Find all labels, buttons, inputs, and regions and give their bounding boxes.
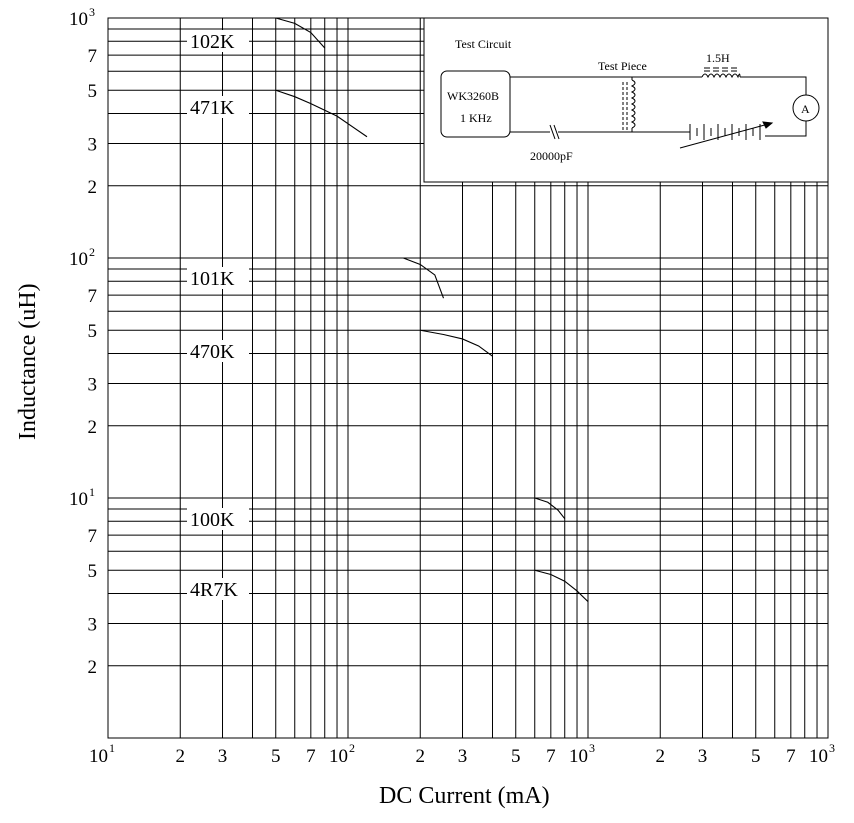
y-tick-exponent: 1 — [89, 485, 95, 499]
ammeter-label: A — [801, 102, 810, 116]
y-tick-label: 5 — [88, 561, 98, 582]
curve-label-background — [187, 340, 249, 362]
x-tick-label: 7 — [306, 746, 316, 767]
curve-layer — [275, 17, 589, 603]
curve-label-background — [187, 508, 249, 530]
y-tick-label: 7 — [88, 526, 98, 547]
x-tick-label: 10 — [809, 746, 828, 767]
test-piece-label: Test Piece — [598, 59, 647, 73]
meter-frequency: 1 KHz — [460, 111, 492, 125]
y-tick-label: 5 — [88, 81, 98, 102]
variable-source-icon — [679, 121, 774, 149]
x-tick-label: 2 — [175, 746, 185, 767]
curve-470k — [420, 329, 493, 357]
capacitor-label: 20000pF — [530, 149, 573, 163]
curve-label-background — [187, 267, 249, 289]
curve-label-470k: 470K — [190, 341, 235, 363]
curve-label-background — [187, 96, 249, 118]
inset-title: Test Circuit — [455, 37, 512, 51]
test-circuit-inset: Test Circuit WK3260B 1 KHz 20000pF Test … — [423, 17, 829, 183]
meter-label: WK3260B — [447, 89, 499, 103]
y-tick-label: 10 — [69, 249, 88, 270]
curve-102k — [275, 17, 326, 49]
curve-100k — [534, 497, 566, 520]
y-tick-exponent: 2 — [89, 245, 95, 259]
ammeter-icon — [792, 94, 820, 122]
curve-label-101k: 101K — [190, 268, 235, 290]
curve-label-100k: 100K — [190, 509, 235, 531]
y-tick-label: 3 — [88, 614, 98, 635]
x-tick-label: 10 — [89, 746, 108, 767]
x-tick-label: 10 — [569, 746, 588, 767]
x-tick-exponent: 1 — [109, 741, 115, 755]
y-tick-label: 10 — [69, 489, 88, 510]
test-piece-icon — [622, 77, 636, 132]
y-tick-label: 10 — [69, 9, 88, 30]
curve-label-102k: 102K — [190, 31, 235, 53]
x-tick-label: 3 — [218, 746, 228, 767]
x-tick-label: 7 — [786, 746, 796, 767]
x-tick-label: 5 — [751, 746, 761, 767]
curve-4r7k — [534, 569, 589, 603]
y-tick-label: 7 — [88, 286, 98, 307]
inductor-icon — [701, 67, 741, 79]
y-tick-label: 2 — [88, 417, 98, 438]
curve-label-471k: 471K — [190, 97, 235, 119]
circuit-wires — [510, 76, 807, 137]
x-tick-exponent: 2 — [349, 741, 355, 755]
x-tick-label: 2 — [415, 746, 425, 767]
y-tick-exponent: 3 — [89, 5, 95, 19]
x-tick-label: 10 — [329, 746, 348, 767]
y-tick-label: 3 — [88, 374, 98, 395]
x-tick-label: 2 — [655, 746, 665, 767]
x-tick-exponent: 3 — [829, 741, 835, 755]
x-tick-label: 5 — [271, 746, 281, 767]
x-axis-label: DC Current (mA) — [379, 783, 550, 809]
y-tick-label: 5 — [88, 321, 98, 342]
y-tick-label: 7 — [88, 46, 98, 67]
y-axis-label: Inductance (uH) — [15, 283, 41, 440]
inductor-label: 1.5H — [706, 51, 730, 65]
x-tick-label: 7 — [546, 746, 556, 767]
curve-label-background — [187, 30, 249, 52]
capacitor-icon — [549, 124, 560, 140]
y-tick-label: 2 — [88, 657, 98, 678]
x-tick-label: 3 — [698, 746, 708, 767]
x-tick-label: 5 — [511, 746, 521, 767]
y-tick-label: 3 — [88, 134, 98, 155]
curve-label-background — [187, 578, 249, 600]
y-tick-label: 2 — [88, 177, 98, 198]
curve-471k — [275, 89, 368, 138]
meter-box — [440, 70, 511, 138]
x-tick-exponent: 3 — [589, 741, 595, 755]
x-tick-label: 3 — [458, 746, 468, 767]
curve-label-4r7k: 4R7K — [190, 579, 238, 601]
curve-101k — [403, 257, 445, 299]
